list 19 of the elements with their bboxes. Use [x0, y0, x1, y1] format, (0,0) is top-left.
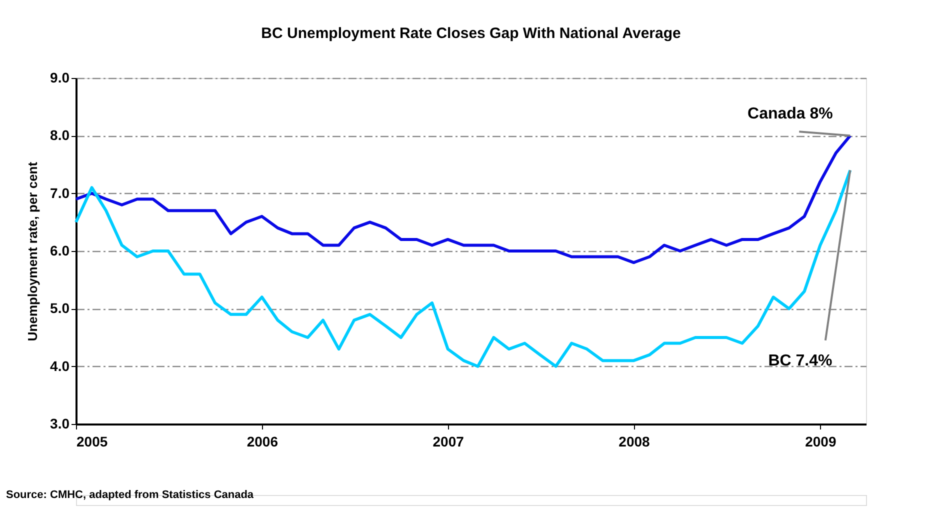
annotation: Canada 8%: [748, 106, 833, 123]
chart-title: BC Unemployment Rate Closes Gap With National Average: [261, 25, 681, 42]
y-tick-label: 8.0: [50, 127, 70, 144]
source-note: Source: CMHC, adapted from Statistics Canada: [6, 489, 254, 501]
line-series: [74, 168, 852, 368]
y-tick-label: 6.0: [50, 242, 70, 258]
x-tick-label: 2006: [246, 434, 278, 450]
y-tick-label: 9.0: [50, 70, 70, 86]
x-tick-label: 2009: [805, 434, 836, 450]
x-tick-label: 2008: [618, 434, 650, 450]
x-tick-label: 2007: [432, 434, 464, 450]
y-tick-label: 7.0: [50, 184, 70, 201]
y-tick-label: 3.0: [50, 416, 70, 432]
y-tick-label: 4.0: [50, 358, 70, 374]
y-axis-title: Unemployment rate, per cent: [25, 161, 40, 342]
x-tick-label: 2005: [76, 434, 108, 450]
line-series: [74, 134, 852, 264]
annotation: BC 7.4%: [768, 352, 832, 370]
y-tick-label: 5.0: [50, 300, 70, 316]
